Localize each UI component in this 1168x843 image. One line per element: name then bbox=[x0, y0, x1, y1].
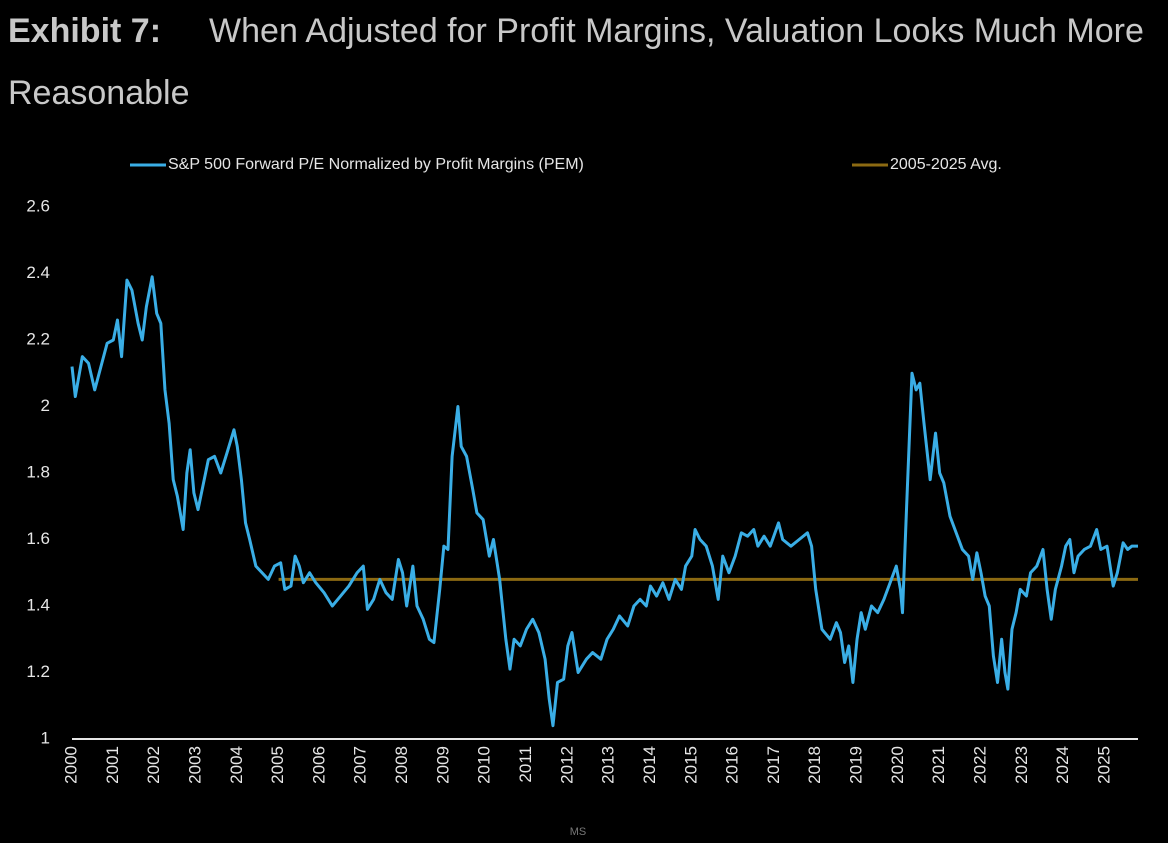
x-tick-label: 2008 bbox=[392, 746, 411, 784]
y-tick-label: 2.2 bbox=[26, 329, 50, 348]
y-tick-label: 2.6 bbox=[26, 196, 50, 215]
source: MS bbox=[570, 826, 587, 838]
title-text: When Adjusted for Profit Margins, Valuat… bbox=[8, 12, 1144, 112]
legend-label: S&P 500 Forward P/E Normalized by Profit… bbox=[168, 156, 584, 173]
y-tick-label: 1.2 bbox=[26, 662, 50, 681]
series-line bbox=[70, 275, 1138, 728]
x-tick-label: 2012 bbox=[557, 746, 576, 784]
x-tick-label: 2019 bbox=[847, 746, 866, 784]
x-tick-label: 2023 bbox=[1012, 746, 1031, 784]
x-tick-label: 2014 bbox=[640, 746, 659, 784]
y-tick-label: 2 bbox=[41, 396, 50, 415]
x-tick-label: 2018 bbox=[805, 746, 824, 784]
x-tick-label: 2006 bbox=[309, 746, 328, 784]
x-tick-label: 2003 bbox=[185, 746, 204, 784]
x-tick-label: 2017 bbox=[764, 746, 783, 784]
x-tick-label: 2004 bbox=[227, 746, 246, 784]
x-tick-label: 2011 bbox=[516, 746, 535, 783]
x-tick-label: 2005 bbox=[268, 746, 287, 784]
title-label: Exhibit 7: bbox=[8, 12, 162, 50]
x-tick-label: 2020 bbox=[888, 746, 907, 784]
x-tick-label: 2002 bbox=[144, 746, 163, 784]
y-tick-label: 1.6 bbox=[26, 529, 50, 548]
y-tick-label: 1 bbox=[41, 728, 50, 747]
x-tick-label: 2000 bbox=[61, 746, 80, 784]
x-tick-label: 2025 bbox=[1094, 746, 1113, 784]
x-tick-label: 2024 bbox=[1053, 746, 1072, 784]
y-tick-label: 2.4 bbox=[26, 263, 50, 282]
x-tick-label: 2009 bbox=[433, 746, 452, 784]
y-tick-label: 1.4 bbox=[26, 595, 50, 614]
x-tick-label: 2015 bbox=[681, 746, 700, 784]
x-tick-label: 2001 bbox=[103, 746, 122, 784]
x-tick-label: 2022 bbox=[970, 746, 989, 784]
x-tick-label: 2013 bbox=[599, 746, 618, 784]
legend-label: 2005-2025 Avg. bbox=[890, 156, 1002, 173]
x-tick-label: 2016 bbox=[723, 746, 742, 784]
x-tick-label: 2007 bbox=[351, 746, 370, 784]
x-tick-label: 2010 bbox=[475, 746, 494, 784]
y-tick-label: 1.8 bbox=[26, 462, 50, 481]
chart-title: Exhibit 7: When Adjusted for Profit Margi… bbox=[8, 0, 1158, 124]
x-tick-label: 2021 bbox=[929, 746, 948, 784]
